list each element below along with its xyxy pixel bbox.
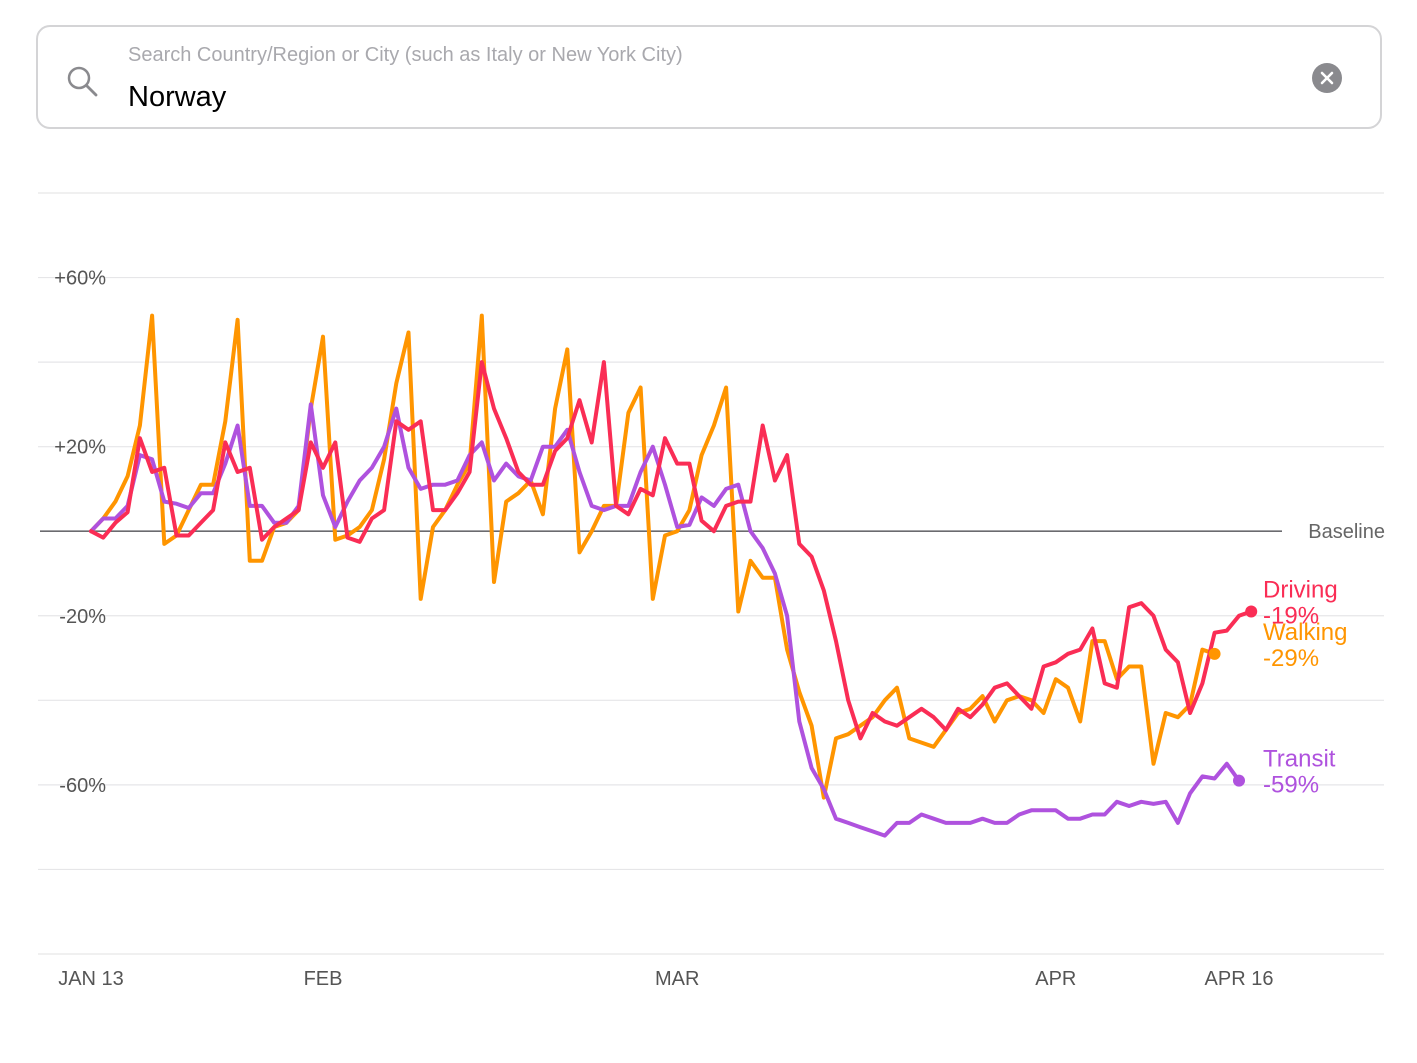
x-tick-label: FEB: [304, 968, 343, 990]
x-axis: JAN 13 FEB MAR APR APR 16: [58, 968, 1273, 990]
y-tick-label: +60%: [54, 268, 106, 290]
x-tick-label: MAR: [655, 968, 699, 990]
search-input[interactable]: Norway: [128, 81, 227, 113]
clear-search-button[interactable]: [1312, 63, 1342, 93]
series-endpoint-walking: [1208, 647, 1221, 660]
series-name-walking: Walking: [1263, 619, 1347, 646]
search-placeholder: Search Country/Region or City (such as I…: [128, 44, 683, 66]
x-tick-label: APR 16: [1205, 968, 1274, 990]
series-value-walking: -29%: [1263, 645, 1319, 672]
series-endpoint-driving: [1245, 605, 1258, 618]
y-tick-label: -60%: [59, 775, 106, 797]
baseline-label: Baseline: [1308, 521, 1385, 543]
x-tick-label: APR: [1035, 968, 1076, 990]
x-tick-label: JAN 13: [58, 968, 124, 990]
series-line-driving: [89, 360, 1254, 741]
grid-layer: [38, 192, 1384, 955]
close-icon: [1320, 71, 1334, 85]
y-axis: +60% +20% -20% -60%: [54, 268, 106, 797]
y-tick-label: -20%: [59, 606, 106, 628]
y-tick-label: +20%: [54, 437, 106, 459]
search-bar[interactable]: Search Country/Region or City (such as I…: [36, 25, 1382, 129]
series-layer: [89, 313, 1254, 838]
series-line-walking: [89, 313, 1217, 800]
search-icon: [67, 66, 98, 97]
series-name-driving: Driving: [1263, 577, 1338, 604]
series-value-transit: -59%: [1263, 772, 1319, 799]
series-line-transit: [89, 402, 1241, 838]
series-endpoint-transit: [1233, 774, 1245, 787]
series-value-driving: -19%: [1263, 603, 1319, 630]
series-labels: Driving-19%Walking-29% Transit-59%: [1208, 577, 1347, 799]
series-name-transit: Transit: [1263, 746, 1336, 773]
